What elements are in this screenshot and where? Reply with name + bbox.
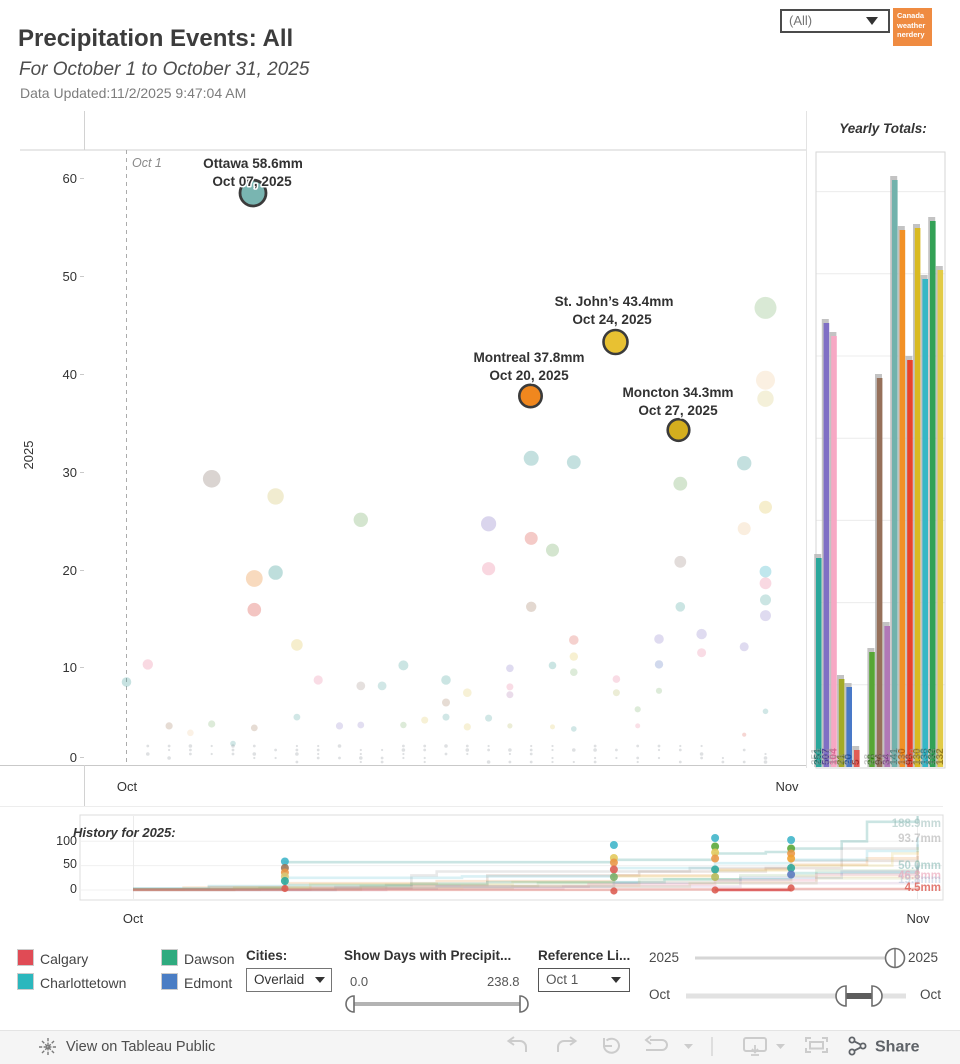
svg-text:30: 30 [63, 465, 77, 480]
svg-text:St. John’s 43.4mm: St. John’s 43.4mm [555, 294, 674, 309]
svg-text:98: 98 [904, 753, 915, 765]
svg-text:50: 50 [63, 857, 77, 871]
svg-text:132: 132 [927, 748, 938, 765]
svg-text:50.0mm: 50.0mm [898, 860, 941, 872]
svg-text:Oct 1: Oct 1 [132, 156, 162, 170]
svg-text:Oct 27, 2025: Oct 27, 2025 [638, 403, 718, 418]
svg-text:132: 132 [924, 748, 935, 765]
svg-text:Ottawa 58.6mm: Ottawa 58.6mm [203, 156, 303, 171]
svg-text:93.7mm: 93.7mm [898, 833, 941, 845]
svg-text:141: 141 [889, 748, 900, 765]
svg-text:188.9mm: 188.9mm [892, 818, 941, 830]
svg-text:251: 251 [810, 748, 821, 765]
svg-text:Nov: Nov [775, 779, 799, 794]
svg-text:138: 138 [916, 748, 927, 765]
svg-text:104: 104 [825, 748, 836, 765]
svg-text:Share: Share [875, 1039, 920, 1056]
svg-text:132: 132 [931, 748, 942, 765]
svg-text:10: 10 [63, 660, 77, 675]
svg-text:98: 98 [901, 753, 912, 765]
svg-text:Oct: Oct [123, 911, 144, 926]
svg-text:Oct 24, 2025: Oct 24, 2025 [572, 312, 652, 327]
svg-text:507: 507 [817, 748, 828, 765]
svg-text:138: 138 [920, 748, 931, 765]
svg-text:19.8mm: 19.8mm [898, 874, 941, 886]
svg-text:Oct: Oct [117, 779, 138, 794]
svg-text:Montreal 37.8mm: Montreal 37.8mm [473, 350, 584, 365]
svg-text:507: 507 [821, 748, 832, 765]
svg-text:4.5mm: 4.5mm [905, 882, 941, 894]
svg-text:50: 50 [63, 269, 77, 284]
svg-text:94: 94 [874, 753, 885, 765]
svg-text:Moncton 34.3mm: Moncton 34.3mm [622, 385, 733, 400]
svg-text:5: 5 [851, 759, 862, 765]
svg-text:34: 34 [878, 753, 889, 765]
svg-text:28: 28 [866, 753, 877, 765]
svg-text:100: 100 [56, 834, 77, 848]
svg-text:130: 130 [912, 748, 923, 765]
svg-text:Oct 07, 2025: Oct 07, 2025 [212, 174, 292, 189]
svg-text:251: 251 [813, 748, 824, 765]
svg-text:21: 21 [836, 753, 847, 765]
svg-text:20: 20 [63, 563, 77, 578]
svg-text:Nov: Nov [906, 911, 930, 926]
svg-text:104: 104 [828, 748, 839, 765]
svg-text:20: 20 [840, 753, 851, 765]
svg-text:60: 60 [63, 171, 77, 186]
svg-text:5: 5 [848, 759, 859, 765]
svg-text:94: 94 [871, 753, 882, 765]
svg-text:History for 2025:: History for 2025: [73, 825, 176, 840]
svg-text:130: 130 [909, 748, 920, 765]
svg-text:28: 28 [863, 753, 874, 765]
svg-text:Oct 20, 2025: Oct 20, 2025 [489, 368, 569, 383]
svg-text:132: 132 [935, 748, 946, 765]
svg-text:20: 20 [844, 753, 855, 765]
svg-text:141: 141 [886, 748, 897, 765]
svg-text:130: 130 [893, 748, 904, 765]
svg-text:46.8mm: 46.8mm [898, 870, 941, 882]
svg-text:0: 0 [70, 882, 77, 896]
svg-text:Yearly Totals:: Yearly Totals: [839, 121, 927, 136]
svg-text:40: 40 [63, 367, 77, 382]
svg-text:2025: 2025 [21, 441, 36, 470]
svg-text:0: 0 [70, 750, 77, 765]
svg-text:21: 21 [833, 753, 844, 765]
svg-text:130: 130 [897, 748, 908, 765]
svg-text:34: 34 [882, 753, 893, 765]
